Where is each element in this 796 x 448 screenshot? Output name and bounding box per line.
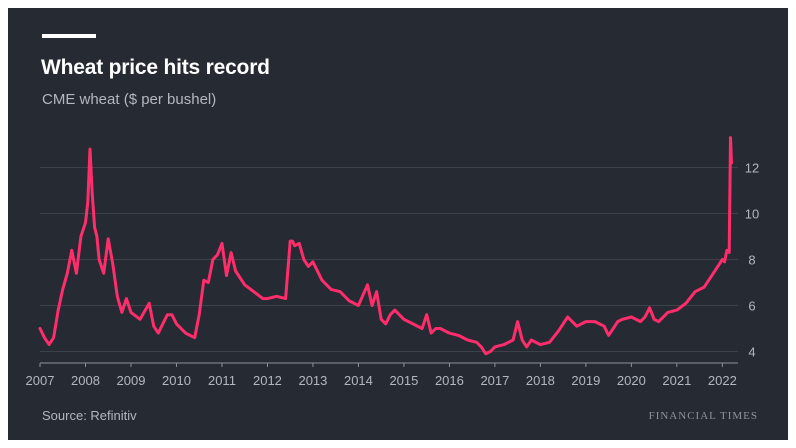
header-accent-bar: [42, 34, 96, 38]
chart-subtitle: CME wheat ($ per bushel): [42, 91, 217, 108]
x-tick-label: 2015: [389, 373, 418, 388]
series-line-wheat-price: [38, 136, 733, 356]
x-tick-label: 2018: [526, 373, 555, 388]
y-tick-label: 6: [748, 299, 755, 314]
chart-card: Wheat price hits record CME wheat ($ per…: [8, 8, 788, 440]
x-tick-label: 2020: [617, 373, 646, 388]
line-chart: 4 6 8 10 12 2007 2008 2009 2010 2011 2012 2013 2014 2…: [26, 136, 759, 388]
y-tick-label: 4: [748, 345, 755, 360]
publisher-brand: FINANCIAL TIMES: [648, 410, 758, 422]
chart-title: Wheat price hits record: [41, 56, 270, 79]
x-tick-label: 2008: [71, 373, 100, 388]
x-tick-label: 2021: [662, 373, 691, 388]
x-tick-label: 2014: [344, 373, 373, 388]
y-tick-label: 10: [745, 207, 759, 222]
x-tick-label: 2019: [571, 373, 600, 388]
source-note: Source: Refinitiv: [42, 408, 137, 423]
x-tick-label: 2009: [117, 373, 146, 388]
y-tick-label: 8: [748, 253, 755, 268]
x-tick-label: 2017: [480, 373, 509, 388]
x-tick-label: 2007: [26, 373, 55, 388]
x-tick-label: 2012: [253, 373, 282, 388]
x-tick-label: 2013: [298, 373, 327, 388]
x-tick-label: 2011: [208, 373, 236, 388]
x-tick-label: 2022: [708, 373, 737, 388]
x-tick-label: 2016: [435, 373, 464, 388]
x-tick-label: 2010: [162, 373, 191, 388]
y-tick-label: 12: [745, 161, 759, 176]
